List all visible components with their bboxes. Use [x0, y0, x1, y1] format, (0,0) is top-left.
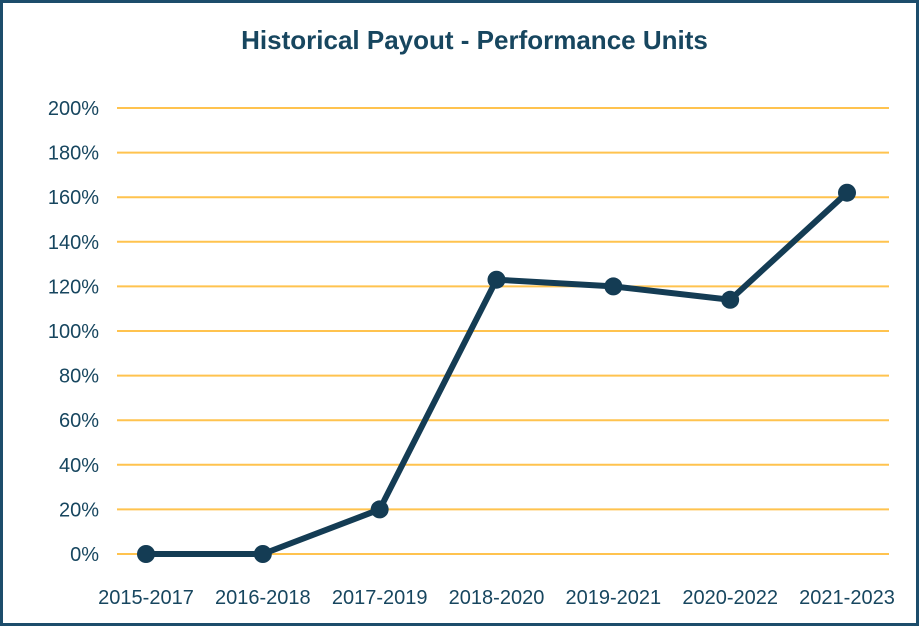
y-tick-label: 100% [48, 321, 99, 343]
data-point [370, 500, 389, 519]
chart-title: Historical Payout - Performance Units [241, 25, 708, 55]
y-tick-label: 80% [59, 366, 99, 388]
x-tick-label: 2018-2020 [449, 587, 545, 609]
y-tick-label: 20% [59, 499, 99, 521]
y-tick-label: 120% [48, 276, 99, 298]
data-point [487, 270, 506, 289]
y-tick-label: 40% [59, 455, 99, 477]
y-tick-label: 140% [48, 232, 99, 254]
data-point [137, 545, 155, 563]
y-tick-label: 160% [48, 187, 99, 209]
x-tick-label: 2016-2018 [215, 587, 311, 609]
data-point [838, 183, 856, 202]
x-tick-label: 2019-2021 [566, 587, 662, 609]
y-tick-label: 180% [48, 143, 99, 165]
data-line [143, 189, 850, 557]
x-tick-label: 2017-2019 [332, 587, 428, 609]
data-point [721, 290, 740, 309]
x-tick-label: 2020-2022 [682, 587, 778, 609]
line-chart: 0% 20% 40% 60% 80% 100% 120% 140% 160% 180% 200% 20… [48, 98, 895, 609]
data-point [253, 545, 272, 563]
x-tick-label: 2015-2017 [98, 587, 194, 609]
x-tick-label: 2021-2023 [799, 587, 895, 609]
y-tick-label: 200% [48, 98, 99, 120]
data-point [604, 277, 623, 296]
y-tick-label: 0% [70, 544, 99, 566]
y-tick-label: 60% [59, 410, 99, 432]
